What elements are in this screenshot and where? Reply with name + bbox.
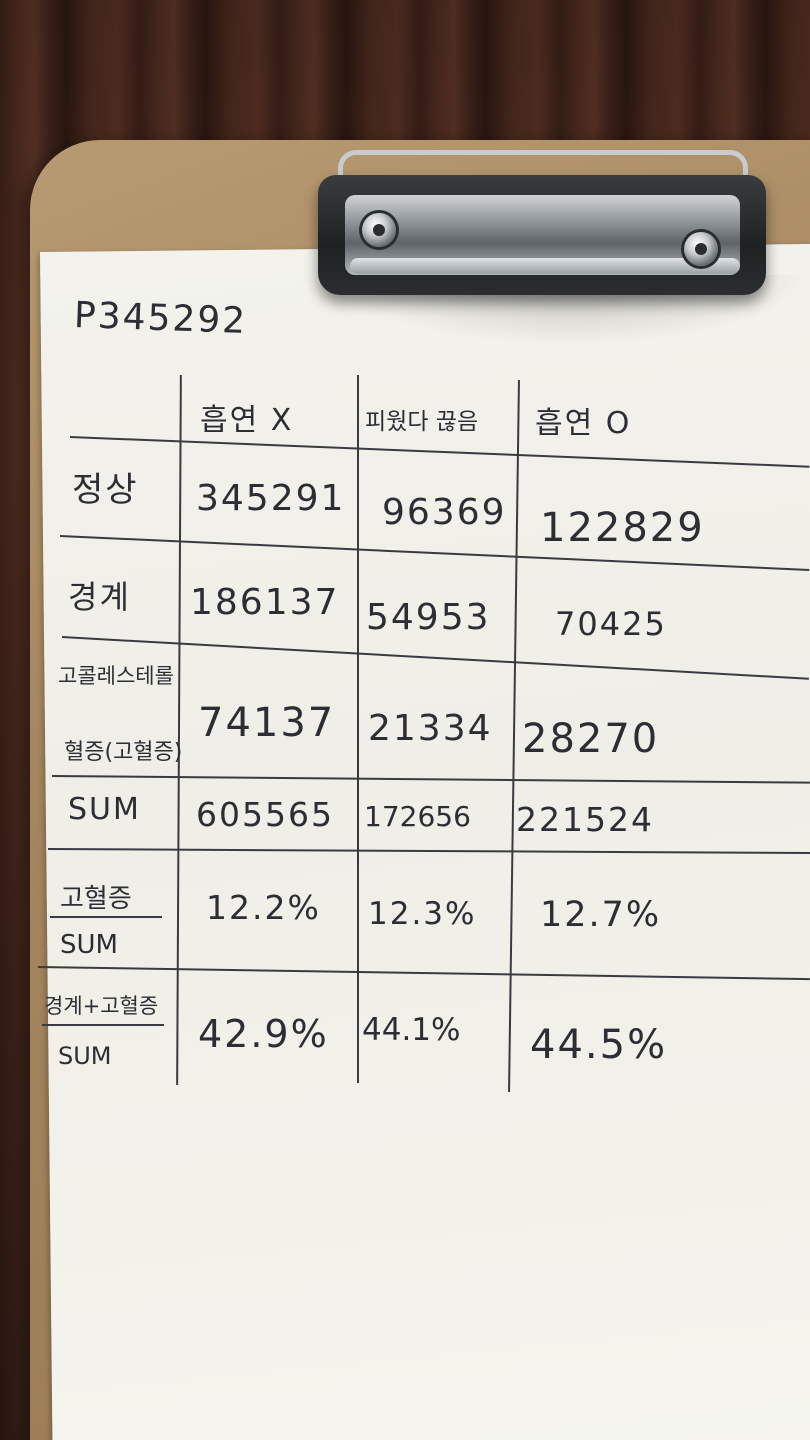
row-label-ratio-numerator: 고혈증 [60, 884, 132, 914]
cell-normal-smoker: 122829 [540, 505, 705, 551]
rivet-icon [362, 213, 396, 247]
cell-borderline-smoker: 70425 [555, 605, 667, 643]
cell-ratio-non-smoker: 12.2% [206, 888, 321, 927]
clip-wire [338, 150, 748, 190]
row-label-hypercholesterolemia-line2: 혈증(고혈증) [64, 740, 183, 765]
cell-ratio-smoker: 12.7% [540, 895, 662, 935]
row-label-combined-denominator: SUM [58, 1042, 112, 1070]
cell-combined-non-smoker: 42.9% [198, 1012, 329, 1056]
cell-combined-smoker: 44.5% [530, 1022, 668, 1068]
cell-borderline-non-smoker: 186137 [190, 582, 340, 623]
cell-sum-non-smoker: 605565 [196, 795, 334, 834]
cell-sum-smoker: 221524 [516, 800, 654, 839]
row-label-hypercholesterolemia-line1: 고콜레스테롤 [58, 664, 174, 688]
cell-normal-non-smoker: 345291 [196, 478, 346, 519]
cell-sum-former-smoker: 172656 [364, 800, 471, 833]
column-header-former-smoker: 피웠다 끊음 [365, 409, 479, 435]
document-id: P345292 [73, 294, 248, 343]
rivet-icon [684, 232, 718, 266]
cell-combined-former-smoker: 44.1% [362, 1012, 461, 1048]
row-label-normal: 정상 [72, 470, 139, 510]
row-label-sum: SUM [68, 792, 141, 827]
column-header-smoker: 흡연 O [535, 406, 632, 441]
cell-normal-former-smoker: 96369 [382, 492, 507, 533]
row-label-ratio-denominator: SUM [60, 930, 118, 960]
cell-ratio-former-smoker: 12.3% [368, 896, 477, 932]
row-label-combined-numerator: 경계+고혈증 [44, 994, 159, 1018]
row-label-borderline: 경계 [68, 578, 131, 616]
cell-borderline-former-smoker: 54953 [366, 597, 491, 638]
fraction-bar [42, 1024, 164, 1026]
fraction-bar [50, 916, 162, 918]
cell-hyperchol-former-smoker: 21334 [368, 708, 493, 749]
column-divider [357, 375, 359, 1083]
cell-hyperchol-smoker: 28270 [522, 716, 660, 762]
column-header-non-smoker: 흡연 X [200, 403, 294, 438]
clip-lever [350, 258, 740, 274]
cell-hyperchol-non-smoker: 74137 [198, 700, 336, 746]
